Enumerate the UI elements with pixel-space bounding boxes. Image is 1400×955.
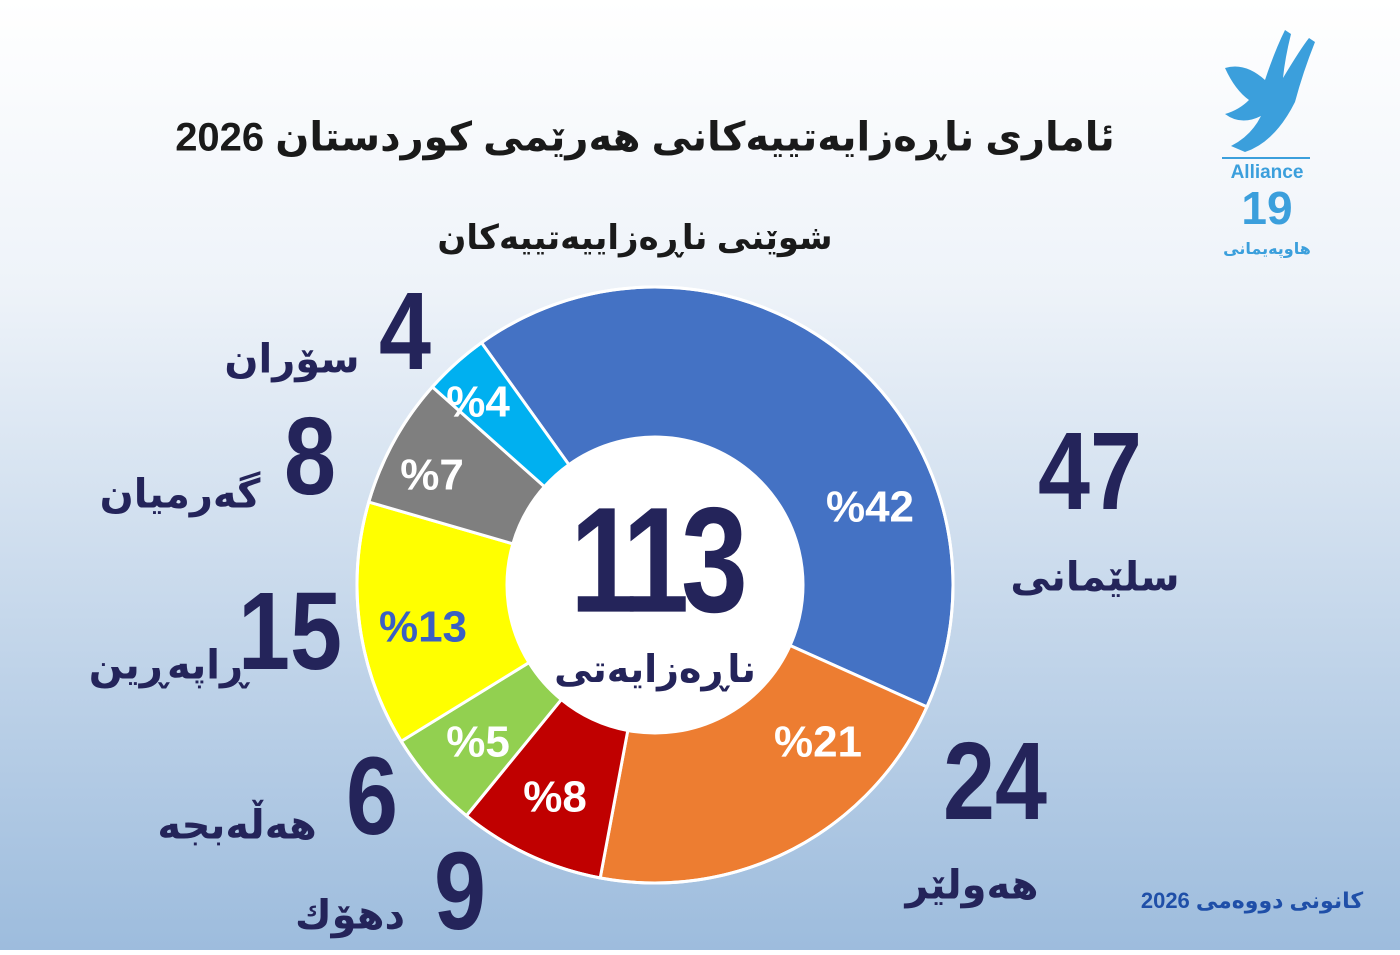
count-label: 9 [434, 830, 486, 950]
date-label: کانونی دووەمی 2026 [1141, 888, 1364, 914]
total-label: ناڕەزایەتی [554, 649, 756, 691]
category-label: گەرمیان [100, 471, 262, 518]
logo: Alliance 19 هاوپەیمانی [1222, 30, 1315, 259]
percent-label: %4 [446, 378, 510, 427]
percent-label: %5 [446, 718, 510, 767]
percent-label: %7 [400, 451, 464, 500]
total-value: 113 [570, 476, 744, 644]
category-label: سلێمانی [1010, 556, 1179, 600]
percent-label: %8 [523, 773, 587, 822]
count-label: 24 [943, 720, 1047, 843]
logo-number: 19 [1241, 182, 1292, 234]
count-label: 47 [1038, 410, 1142, 533]
percent-label: %42 [826, 483, 914, 532]
category-label: دهۆك [295, 894, 405, 939]
donut-ring [355, 285, 955, 885]
count-label: 15 [238, 570, 342, 693]
logo-subtitle: هاوپەیمانی [1223, 241, 1311, 259]
logo-name: Alliance [1231, 162, 1304, 183]
percent-label: %21 [774, 718, 862, 767]
category-label: هەولێر [903, 864, 1038, 909]
chart-subtitle: شوێنی ناڕەزاییەتییەکان [437, 219, 832, 258]
count-label: 6 [346, 735, 398, 858]
center-disc [507, 437, 803, 733]
chart-title: ئاماری ناڕەزایەتییەکانی هەرێمی کوردستان … [175, 116, 1115, 161]
percent-label: %13 [379, 603, 467, 652]
count-label: 4 [379, 270, 431, 393]
category-label: ڕاپەڕین [89, 644, 251, 689]
logo-icon [1225, 30, 1315, 152]
category-label: سۆران [224, 338, 359, 383]
category-label: هەڵەبجە [157, 800, 316, 848]
count-label: 8 [284, 395, 336, 518]
